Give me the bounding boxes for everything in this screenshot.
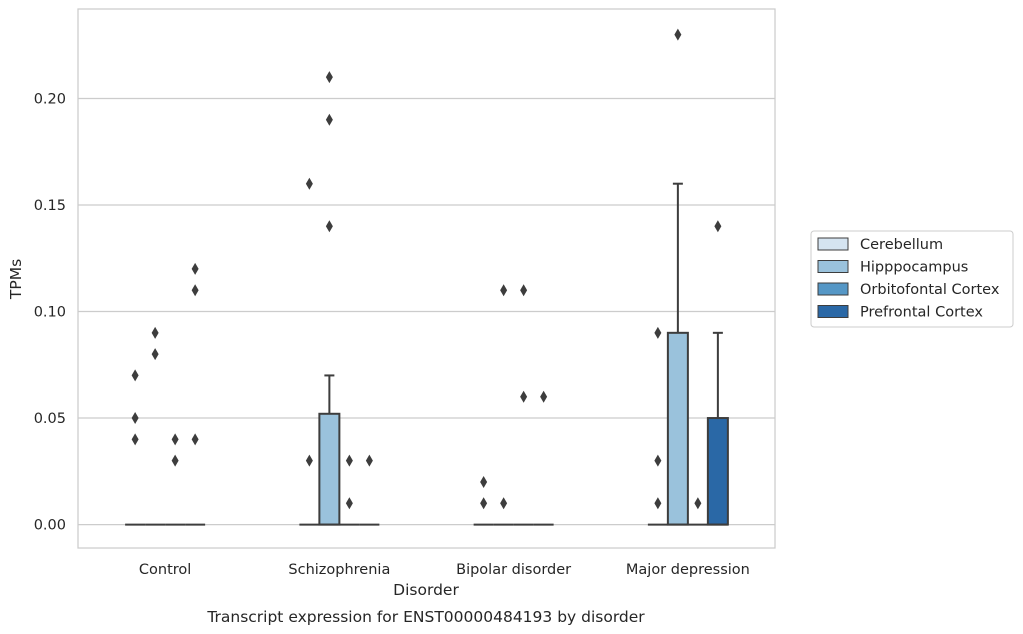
- outlier-point: [520, 390, 528, 403]
- plot-frame: [77, 8, 776, 549]
- y-axis: 0.00 0.05 0.10 0.15 0.20: [34, 91, 66, 533]
- legend-swatch: [817, 260, 849, 273]
- outlier-point: [305, 177, 313, 190]
- y-tick-label: 0.10: [34, 305, 66, 321]
- box: [318, 412, 341, 526]
- x-axis: Control Schizophrenia Bipolar disorder Majo…: [139, 562, 750, 578]
- outlier-point: [325, 71, 333, 84]
- legend-label: Prefrontal Cortex: [860, 305, 983, 321]
- legend-swatch: [817, 305, 849, 318]
- outlier-point: [191, 262, 199, 275]
- outlier-point: [674, 28, 682, 41]
- outlier-point: [325, 220, 333, 233]
- outlier-point: [480, 497, 488, 510]
- x-tick-label: Control: [139, 562, 191, 578]
- y-tick-label: 0.05: [34, 411, 66, 427]
- y-tick-label: 0.15: [34, 198, 66, 214]
- x-tick-label: Bipolar disorder: [456, 562, 571, 578]
- x-axis-label: Disorder: [393, 581, 459, 599]
- outlier-point: [171, 433, 179, 446]
- outlier-point: [345, 497, 353, 510]
- legend-swatch: [817, 237, 849, 251]
- outlier-point: [131, 433, 139, 446]
- legend-label: Orbitofontal Cortex: [860, 282, 1000, 298]
- x-tick-label: Major depression: [626, 562, 750, 578]
- outlier-point: [191, 433, 199, 446]
- outlier-point: [151, 348, 159, 361]
- outlier-point: [654, 497, 662, 510]
- box-layer: [125, 182, 729, 526]
- outlier-point: [131, 369, 139, 382]
- y-tick-label: 0.00: [34, 518, 66, 534]
- outlier-point: [191, 284, 199, 297]
- outlier-point: [520, 284, 528, 297]
- outlier-point: [500, 284, 508, 297]
- outlier-point: [131, 412, 139, 425]
- outlier-point: [305, 454, 313, 467]
- box: [666, 331, 689, 526]
- outlier-point: [151, 326, 159, 339]
- legend: Cerebellum Hipppocampus Orbitofontal Corte…: [810, 230, 1014, 328]
- outlier-point: [500, 497, 508, 510]
- box-prefrontal-cortex: [706, 331, 729, 526]
- y-axis-label: TPMs: [7, 259, 25, 300]
- legend-swatch: [817, 282, 849, 296]
- legend-label: Hipppocampus: [860, 260, 968, 276]
- x-tick-label: Schizophrenia: [288, 562, 390, 578]
- box-hipppocampus: [318, 374, 341, 526]
- outlier-point: [325, 113, 333, 126]
- outlier-point: [480, 475, 488, 488]
- box-hipppocampus: [666, 182, 689, 526]
- outlier-point: [345, 454, 353, 467]
- outlier-point: [171, 454, 179, 467]
- outlier-point: [714, 220, 722, 233]
- y-tick-label: 0.20: [34, 91, 66, 107]
- legend-label: Cerebellum: [860, 237, 943, 253]
- outlier-point: [540, 390, 548, 403]
- box: [706, 417, 729, 526]
- outlier-layer: [131, 28, 722, 510]
- outlier-point: [654, 454, 662, 467]
- chart-caption: Transcript expression for ENST0000048419…: [206, 608, 645, 626]
- outlier-point: [365, 454, 373, 467]
- outlier-point: [694, 497, 702, 510]
- legend-frame: [810, 230, 1014, 328]
- outlier-point: [654, 326, 662, 339]
